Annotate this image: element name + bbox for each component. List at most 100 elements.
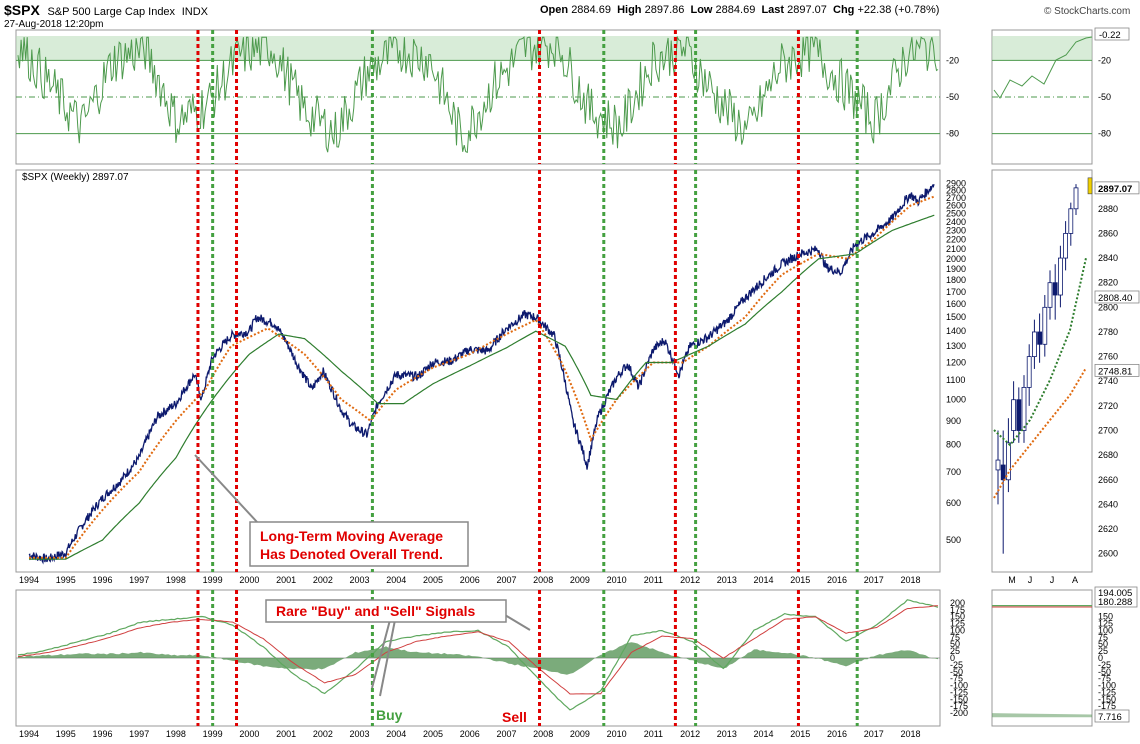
price-y-tick: 800 xyxy=(946,440,961,450)
price-y-tick: 2100 xyxy=(946,244,966,254)
price-y-tick: 2300 xyxy=(946,225,966,235)
inset-rsi-band xyxy=(992,36,1092,61)
macd-y-tick: -125 xyxy=(950,687,968,697)
rsi-y-tick: -50 xyxy=(946,92,959,102)
inset-x-tick: M xyxy=(1008,575,1016,585)
price-x-tick: 2001 xyxy=(276,575,296,585)
price-panel: 500 600 700 800 900 1000 1100 1200 1300 1400 1500 1… xyxy=(19,178,966,585)
price-y-tick: 600 xyxy=(946,498,961,508)
inset-candle-body xyxy=(1063,233,1068,259)
price-x-tick: 2015 xyxy=(790,575,810,585)
inset-macd-label-box xyxy=(1094,586,1138,608)
price-x-tick: 2013 xyxy=(717,575,737,585)
long-term-callout-line2: Has Denoted Overall Trend. xyxy=(260,546,443,562)
inset-macd-tick: -150 xyxy=(1098,694,1116,704)
inset-macd-hist xyxy=(992,713,1092,718)
price-x-tick: 2009 xyxy=(570,575,590,585)
price-x-tick: 1999 xyxy=(203,575,223,585)
price-y-tick: 1700 xyxy=(946,287,966,297)
short-ma-line xyxy=(29,195,935,559)
callout-pointer-buy xyxy=(371,619,391,689)
callout-pointer-buy-2 xyxy=(379,619,396,697)
price-y-tick: 2400 xyxy=(946,217,966,227)
macd-y-tick: -100 xyxy=(950,681,968,691)
inset-macd-tick: 75 xyxy=(1098,632,1108,642)
inset-candle-body xyxy=(1047,282,1053,308)
price-x-tick: 1994 xyxy=(19,575,39,585)
price-y-tick: 2200 xyxy=(946,235,966,245)
callout-pointer xyxy=(194,454,258,523)
inset-y-tick: 2820 xyxy=(1098,278,1118,288)
inset-macd-frame xyxy=(991,589,1093,727)
inset-value-tag: 2808.40 xyxy=(1098,293,1132,304)
rare-signals-label: Rare "Buy" and "Sell" Signals xyxy=(276,603,475,619)
inset-x-tick: J xyxy=(1050,575,1055,585)
macd-y-tick: -75 xyxy=(950,674,963,684)
inset-candle-body xyxy=(1011,399,1016,431)
open-value: 2884.69 xyxy=(571,4,611,16)
macd-y-tick: 100 xyxy=(950,625,965,635)
macd-x-tick: 2009 xyxy=(570,729,590,739)
inset-last-marker xyxy=(1087,177,1093,195)
inset-y-tick: 2620 xyxy=(1098,524,1118,534)
price-x-tick: 2003 xyxy=(350,575,370,585)
inset-y-tick: 2700 xyxy=(1098,426,1118,436)
price-panel-title: $SPX (Weekly) 2897.07 xyxy=(22,172,129,183)
macd-panel: 2001751501251007550250-25-50-75-100-125-… xyxy=(16,598,968,739)
inset-long-ma xyxy=(993,257,1087,447)
macd-x-tick: 2016 xyxy=(827,729,847,739)
price-y-tick: 1400 xyxy=(946,326,966,336)
price-y-tick: 1500 xyxy=(946,312,966,322)
rsi-y-tick: -80 xyxy=(946,129,959,139)
macd-x-tick: 2005 xyxy=(423,729,443,739)
long-term-callout-line1: Long-Term Moving Average xyxy=(260,528,443,544)
inset-y-tick: 2740 xyxy=(1098,376,1118,386)
macd-x-tick: 2012 xyxy=(680,729,700,739)
inset-macd-hist-box xyxy=(1094,709,1130,723)
macd-y-tick: 150 xyxy=(950,612,965,622)
macd-y-tick: 75 xyxy=(950,632,960,642)
price-x-tick: 2008 xyxy=(533,575,553,585)
price-x-tick: 2004 xyxy=(386,575,406,585)
high-value: 2897.86 xyxy=(644,4,685,16)
macd-x-tick: 2007 xyxy=(496,729,516,739)
inset-candle-body xyxy=(1058,257,1063,296)
price-y-tick: 2700 xyxy=(946,193,966,203)
price-y-tick: 1600 xyxy=(946,299,966,309)
inset-short-ma xyxy=(993,367,1087,499)
oscillator-line xyxy=(17,35,939,154)
macd-y-tick: 50 xyxy=(950,639,960,649)
price-x-tick: 2010 xyxy=(607,575,627,585)
price-y-tick: 2800 xyxy=(946,186,966,196)
macd-x-tick: 2015 xyxy=(790,729,810,739)
inset-macd-tick: 0 xyxy=(1098,653,1103,663)
inset-candle-body xyxy=(1068,208,1074,234)
macd-x-tick: 1995 xyxy=(56,729,76,739)
index-name: S&P 500 Large Cap Index xyxy=(47,6,176,18)
inset-y-tick: 2720 xyxy=(1098,401,1118,411)
price-x-tick: 1995 xyxy=(56,575,76,585)
macd-x-tick: 2017 xyxy=(864,729,884,739)
price-x-tick: 2007 xyxy=(496,575,516,585)
inset-candle-body xyxy=(1052,282,1058,296)
macd-x-tick: 1996 xyxy=(92,729,112,739)
price-x-tick: 2014 xyxy=(754,575,774,585)
inset-y-tick: 2800 xyxy=(1098,302,1118,312)
inset-candle-body xyxy=(1037,331,1042,345)
last-label: Last xyxy=(761,4,785,16)
inset-value-tag: 2897.07 xyxy=(1098,184,1132,195)
inset-candle-body xyxy=(995,459,1001,471)
macd-x-tick: 1994 xyxy=(19,729,39,739)
price-x-tick: 2016 xyxy=(827,575,847,585)
inset-candle-body xyxy=(1006,442,1011,481)
inset-candle-body xyxy=(1073,187,1079,210)
macd-y-tick: -25 xyxy=(950,660,963,670)
open-label: Open xyxy=(540,4,569,16)
macd-x-tick: 1999 xyxy=(203,729,223,739)
macd-x-tick: 2018 xyxy=(900,729,920,739)
macd-x-tick: 2001 xyxy=(276,729,296,739)
inset-macd-tick: -75 xyxy=(1098,674,1111,684)
inset-macd-tick: 125 xyxy=(1098,619,1113,629)
inset-rsi-tick: -20 xyxy=(1098,55,1111,65)
